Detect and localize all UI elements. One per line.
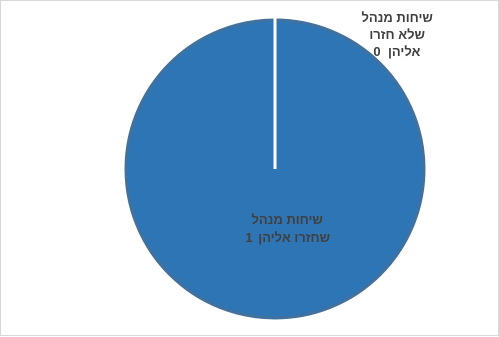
data-label-returned: שיחות מנהל שחזרו אליהן 1 (245, 212, 333, 245)
data-label-returned-value: 1 (245, 230, 252, 245)
pie-slices (124, 18, 426, 320)
data-label-not-returned-line3: אליהן (388, 44, 421, 59)
data-label-returned-line2: שחזרו אליהן (258, 230, 330, 245)
data-label-not-returned: שיחות מנהל שלא חזרו אליהן 0 (362, 10, 437, 59)
data-label-returned-line1: שיחות מנהל (252, 212, 323, 227)
data-label-not-returned-value: 0 (373, 44, 380, 59)
data-label-not-returned-line2: שלא חזרו (369, 27, 425, 42)
data-label-not-returned-line1: שיחות מנהל (362, 10, 433, 25)
